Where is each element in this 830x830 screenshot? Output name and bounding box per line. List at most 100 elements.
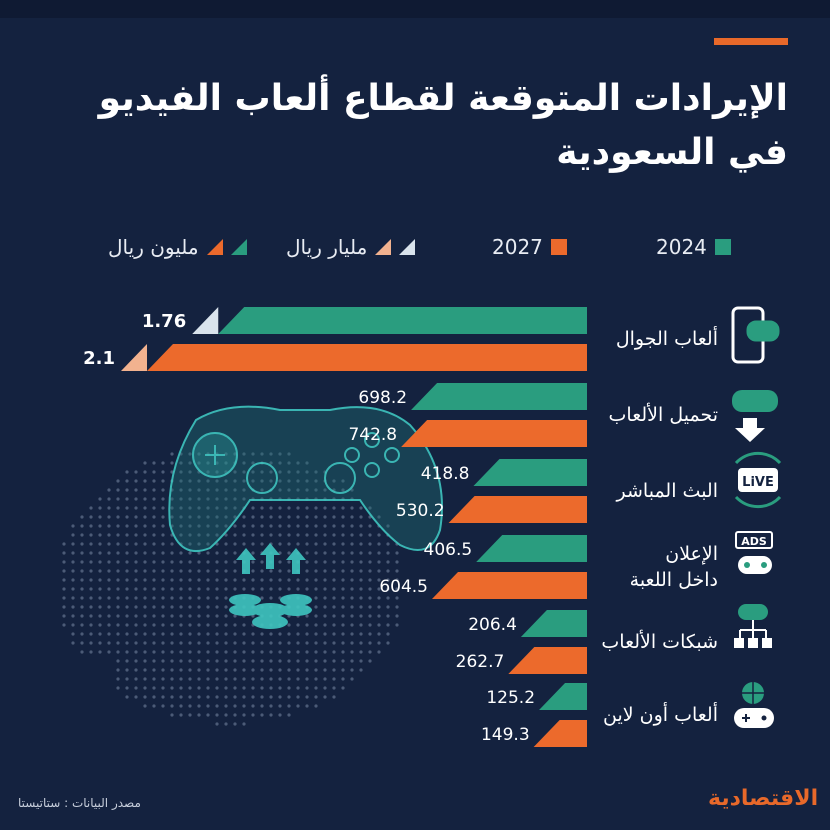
map-dot bbox=[161, 650, 165, 654]
map-dot bbox=[224, 623, 228, 627]
map-dot bbox=[278, 650, 282, 654]
map-dot bbox=[368, 524, 372, 528]
map-dot bbox=[206, 542, 210, 546]
map-dot bbox=[395, 605, 399, 609]
map-dot bbox=[332, 551, 336, 555]
map-dot bbox=[161, 524, 165, 528]
map-dot bbox=[269, 713, 273, 717]
map-dot bbox=[224, 605, 228, 609]
map-dot bbox=[368, 569, 372, 573]
map-dot bbox=[314, 704, 318, 708]
map-dot bbox=[98, 497, 102, 501]
map-dot bbox=[107, 551, 111, 555]
map-dot bbox=[143, 632, 147, 636]
map-dot bbox=[341, 560, 345, 564]
map-dot bbox=[251, 524, 255, 528]
map-dot bbox=[161, 632, 165, 636]
map-dot bbox=[260, 686, 264, 690]
map-dot bbox=[242, 524, 246, 528]
map-dot bbox=[116, 542, 120, 546]
map-dot bbox=[260, 596, 264, 600]
map-dot bbox=[260, 515, 264, 519]
map-dot bbox=[233, 497, 237, 501]
map-dot bbox=[71, 578, 75, 582]
map-dot bbox=[242, 704, 246, 708]
map-dot bbox=[287, 542, 291, 546]
map-dot bbox=[287, 452, 291, 456]
map-dot bbox=[179, 551, 183, 555]
map-dot bbox=[71, 533, 75, 537]
map-dot bbox=[377, 632, 381, 636]
gaming-network-icon bbox=[734, 604, 772, 648]
map-dot bbox=[278, 659, 282, 663]
map-dot bbox=[251, 686, 255, 690]
map-dot bbox=[251, 713, 255, 717]
map-dot bbox=[323, 578, 327, 582]
brand-logo: الاقتصادية bbox=[708, 786, 819, 811]
map-dot bbox=[143, 605, 147, 609]
map-dot bbox=[71, 524, 75, 528]
map-dot bbox=[107, 542, 111, 546]
map-dot bbox=[206, 704, 210, 708]
map-dot bbox=[350, 596, 354, 600]
map-dot bbox=[251, 677, 255, 681]
map-dot bbox=[170, 551, 174, 555]
map-dot bbox=[350, 524, 354, 528]
map-dot bbox=[179, 515, 183, 519]
map-dot bbox=[260, 560, 264, 564]
map-dot bbox=[305, 560, 309, 564]
map-dot bbox=[143, 659, 147, 663]
map-dot bbox=[107, 506, 111, 510]
map-dot bbox=[260, 524, 264, 528]
map-dot bbox=[278, 677, 282, 681]
map-dot bbox=[152, 515, 156, 519]
map-dot bbox=[332, 668, 336, 672]
map-dot bbox=[143, 695, 147, 699]
map-dot bbox=[98, 506, 102, 510]
map-dot bbox=[71, 596, 75, 600]
map-dot bbox=[161, 560, 165, 564]
map-dot bbox=[98, 614, 102, 618]
map-dot bbox=[188, 587, 192, 591]
map-dot bbox=[161, 677, 165, 681]
map-dot bbox=[278, 668, 282, 672]
map-dot bbox=[260, 713, 264, 717]
map-dot bbox=[143, 470, 147, 474]
map-dot bbox=[368, 614, 372, 618]
map-dot bbox=[251, 479, 255, 483]
map-dot bbox=[224, 650, 228, 654]
map-dot bbox=[260, 533, 264, 537]
map-dot bbox=[332, 605, 336, 609]
map-dot bbox=[233, 659, 237, 663]
map-dot bbox=[386, 551, 390, 555]
map-dot bbox=[287, 578, 291, 582]
map-dot bbox=[233, 614, 237, 618]
map-dot bbox=[125, 596, 129, 600]
source-note: مصدر البيانات : ستاتيستا bbox=[18, 796, 141, 810]
map-dot bbox=[224, 641, 228, 645]
map-dot bbox=[359, 560, 363, 564]
map-dot bbox=[224, 461, 228, 465]
map-dot bbox=[287, 533, 291, 537]
map-dot bbox=[206, 596, 210, 600]
map-dot bbox=[395, 560, 399, 564]
map-dot bbox=[242, 722, 246, 726]
map-dot bbox=[107, 596, 111, 600]
map-dot bbox=[152, 542, 156, 546]
map-dot bbox=[206, 506, 210, 510]
map-dot bbox=[197, 569, 201, 573]
map-dot bbox=[170, 569, 174, 573]
map-dot bbox=[269, 650, 273, 654]
map-dot bbox=[89, 560, 93, 564]
map-dot bbox=[197, 506, 201, 510]
map-dot bbox=[206, 686, 210, 690]
category-label-line: ألعاب أون لاين bbox=[603, 704, 718, 726]
map-dot bbox=[188, 488, 192, 492]
map-dot bbox=[314, 533, 318, 537]
map-dot bbox=[341, 542, 345, 546]
map-dot bbox=[89, 641, 93, 645]
map-dot bbox=[71, 605, 75, 609]
map-dot bbox=[80, 614, 84, 618]
map-dot bbox=[125, 470, 129, 474]
map-dot bbox=[89, 569, 93, 573]
